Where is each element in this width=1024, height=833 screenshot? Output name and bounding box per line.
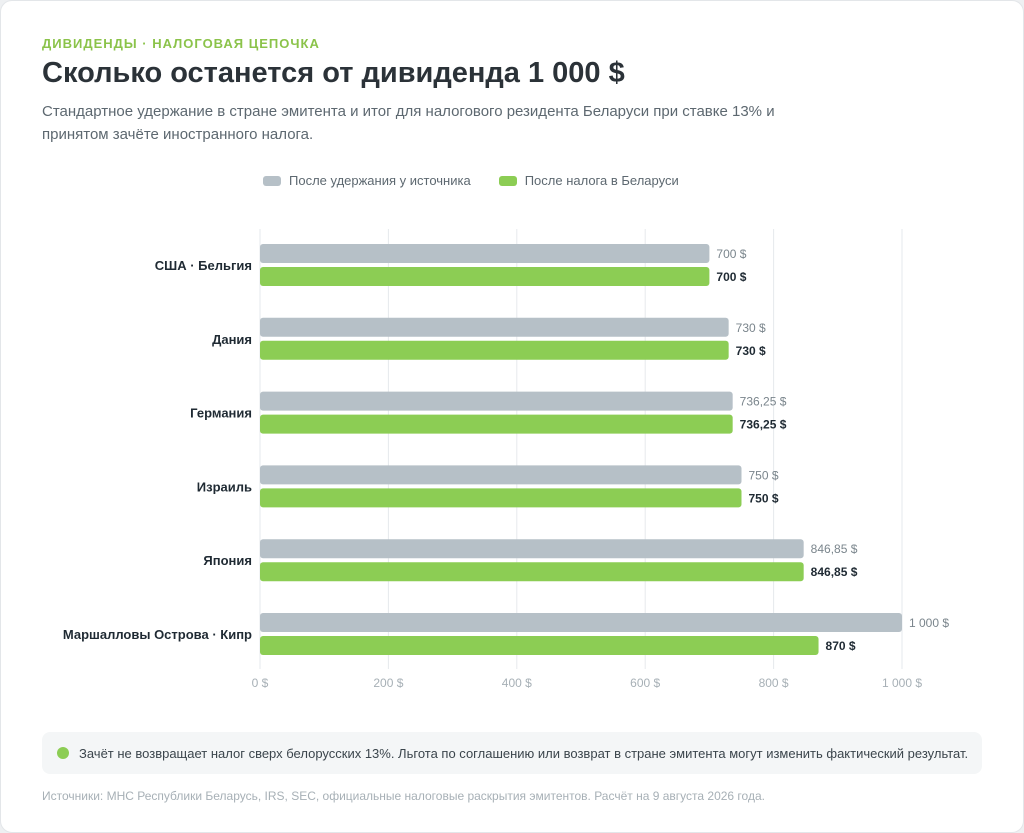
x-tick-label: 400 $	[502, 676, 532, 690]
chart-title: Сколько останется от дивиденда 1 000 $	[42, 57, 625, 89]
category-label: США · Бельгия	[155, 258, 252, 273]
legend-item-withheld: После удержания у источника	[263, 173, 471, 188]
x-tick-label: 800 $	[759, 676, 789, 690]
bar-after-tax	[260, 340, 729, 360]
bar-chart: 0 $ 200 $ 400 $ 600 $ 800 $ 1 000 $ США · Бель…	[63, 229, 949, 690]
legend: После удержания у источника После налога…	[263, 173, 679, 188]
bar-withheld	[260, 244, 710, 263]
data-label: 870 $	[826, 639, 856, 653]
eyebrow: ДИВИДЕНДЫ · НАЛОГОВАЯ ЦЕПОЧКА	[42, 36, 320, 51]
x-tick-label: 0 $	[252, 676, 269, 690]
data-label: 736,25 $	[740, 395, 787, 409]
data-label: 730 $	[736, 344, 766, 358]
data-label: 846,85 $	[811, 565, 858, 579]
bar-withheld	[260, 465, 742, 485]
category-label: Германия	[190, 406, 252, 421]
data-label: 750 $	[749, 491, 779, 505]
category-label: Израиль	[197, 479, 252, 494]
data-label: 730 $	[736, 321, 766, 335]
data-label: 1 000 $	[909, 616, 949, 630]
data-label: 700 $	[716, 247, 746, 261]
note-text: Зачёт не возвращает налог сверх белорусс…	[79, 745, 969, 761]
sources-text: Источники: МНС Республики Беларусь, IRS,…	[42, 789, 765, 803]
bar-withheld	[260, 613, 902, 632]
bar-after-tax	[260, 562, 804, 582]
x-tick-label: 1 000 $	[882, 676, 922, 690]
bar-withheld	[260, 539, 804, 559]
data-label: 736,25 $	[740, 418, 787, 432]
bar-withheld	[260, 391, 733, 411]
category-label: Дания	[212, 332, 252, 347]
note-box: Зачёт не возвращает налог сверх белорусс…	[42, 732, 982, 774]
legend-item-after-tax: После налога в Беларуси	[498, 173, 679, 188]
data-label: 846,85 $	[811, 542, 858, 556]
category-label: Япония	[203, 553, 252, 568]
x-tick-label: 600 $	[630, 676, 660, 690]
bar-withheld	[260, 317, 729, 337]
x-tick-label: 200 $	[373, 676, 403, 690]
bar-after-tax	[260, 636, 819, 655]
category-label: Маршалловы Острова · Кипр	[63, 627, 252, 642]
bar-after-tax	[260, 414, 733, 434]
legend-label-withheld: После удержания у источника	[289, 173, 471, 188]
chart-subtitle: Стандартное удержание в стране эмитента …	[42, 103, 775, 143]
legend-label-after-tax: После налога в Беларуси	[524, 173, 679, 188]
bar-after-tax	[260, 488, 742, 508]
legend-swatch-after-tax	[498, 175, 517, 186]
data-label: 700 $	[716, 270, 746, 284]
legend-swatch-withheld	[263, 175, 281, 186]
bar-after-tax	[260, 267, 710, 286]
data-label: 750 $	[749, 468, 779, 482]
note-dot-icon	[57, 747, 69, 759]
